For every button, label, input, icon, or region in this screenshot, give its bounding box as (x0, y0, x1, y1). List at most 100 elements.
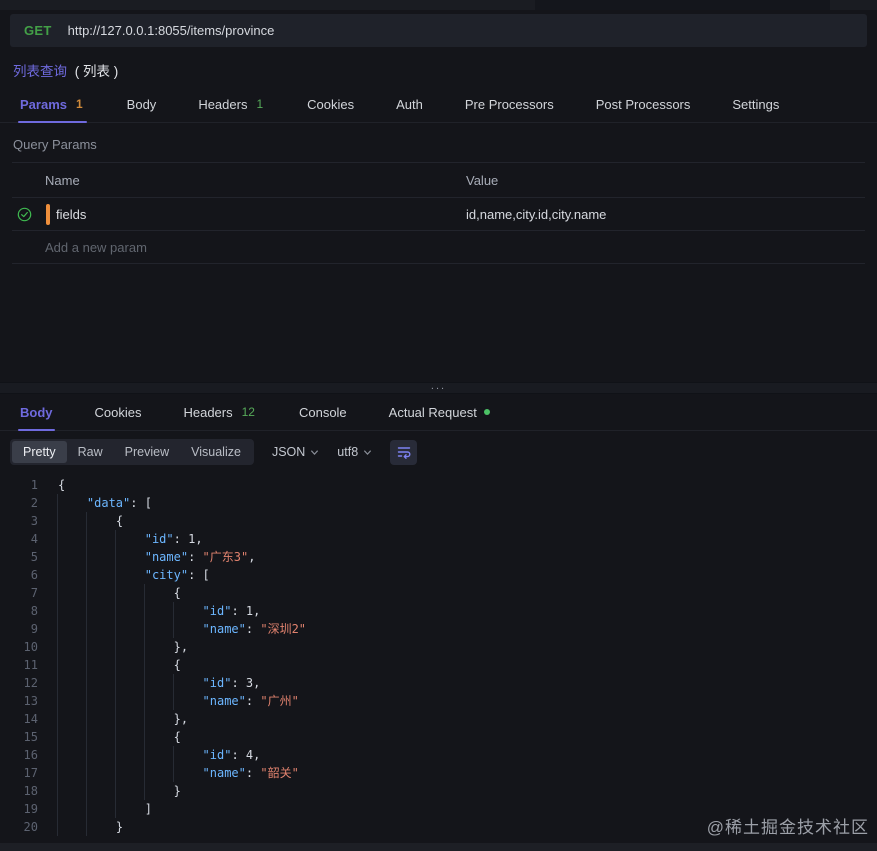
line-number: 12 (23, 676, 38, 690)
tab-label: Headers (198, 96, 248, 112)
line-number: 13 (23, 694, 38, 708)
line-number: 9 (30, 622, 38, 636)
response-tab-headers[interactable]: Headers 12 (181, 394, 259, 430)
code-text: { (38, 656, 181, 674)
tab-count-badge: 12 (241, 405, 255, 419)
method-select[interactable]: GET (24, 23, 52, 38)
code-text: { (38, 584, 181, 602)
request-title-row: 列表查询 ( 列表 ) (0, 47, 877, 86)
code-text: }, (38, 710, 188, 728)
tab-count-badge: 1 (75, 97, 83, 111)
tab-auth[interactable]: Auth (394, 86, 425, 122)
code-line: 2 "data": [ (0, 494, 877, 512)
query-params-header: Name Value (12, 163, 865, 198)
line-number: 19 (23, 802, 38, 816)
line-number: 15 (23, 730, 38, 744)
code-text: "name": "深圳2" (38, 620, 306, 638)
code-text: "id": 1, (38, 602, 260, 620)
tab-label: Post Processors (595, 96, 691, 112)
tab-label: Headers (183, 404, 233, 420)
tab-label: Auth (396, 96, 423, 112)
query-params-table: Name Value fields id,name,city.id,city.na… (12, 162, 865, 264)
code-text: "city": [ (38, 566, 210, 584)
response-tab-cookies[interactable]: Cookies (93, 394, 144, 430)
code-line: 1{ (0, 476, 877, 494)
drag-handle-marker[interactable] (46, 203, 50, 225)
view-mode-visualize[interactable]: Visualize (191, 445, 241, 459)
param-enabled-check-icon[interactable] (17, 207, 32, 222)
code-text: "name": "广东3", (38, 548, 255, 566)
code-line: 17 "name": "韶关" (0, 764, 877, 782)
line-number: 11 (23, 658, 38, 672)
request-title-note: ( 列表 ) (74, 64, 119, 79)
request-tabs: Params 1 Body Headers 1 Cookies Auth Pre Proces… (0, 86, 877, 123)
code-line: 10 }, (0, 638, 877, 656)
code-line: 12 "id": 3, (0, 674, 877, 692)
encoding-dropdown-label: utf8 (337, 445, 359, 459)
panel-resize-handle[interactable]: ... (0, 381, 877, 394)
code-line: 16 "id": 4, (0, 746, 877, 764)
code-text: "id": 1, (38, 530, 203, 548)
tab-label: Actual Request (388, 404, 477, 420)
tab-label: Body (20, 404, 53, 420)
tab-post-processors[interactable]: Post Processors (594, 86, 693, 122)
code-line: 9 "name": "深圳2" (0, 620, 877, 638)
code-text: ] (38, 800, 152, 818)
encoding-dropdown[interactable]: utf8 (337, 445, 372, 459)
param-value-input[interactable]: id,name,city.id,city.name (466, 206, 607, 222)
code-text: } (38, 782, 181, 800)
view-mode-raw[interactable]: Raw (77, 445, 103, 459)
tab-params[interactable]: Params 1 (18, 86, 87, 123)
code-line: 19 ] (0, 800, 877, 818)
code-text: { (58, 478, 66, 492)
code-line: 13 "name": "广州" (0, 692, 877, 710)
line-number: 4 (30, 532, 38, 546)
request-title-link[interactable]: 列表查询 (13, 64, 67, 79)
line-number: 18 (23, 784, 38, 798)
format-dropdown-label: JSON (271, 445, 306, 459)
line-number: 10 (23, 640, 38, 654)
response-tab-actual-request[interactable]: Actual Request (387, 394, 492, 430)
tab-label: Cookies (307, 96, 355, 112)
response-body-viewer: 1{2 "data": [3 {4 "id": 1, 5 "name": "广东3… (0, 473, 877, 843)
tab-strip-segment (830, 0, 877, 10)
tab-pre-processors[interactable]: Pre Processors (463, 86, 556, 122)
code-line: 8 "id": 1, (0, 602, 877, 620)
response-tab-body[interactable]: Body (18, 394, 55, 431)
bottom-scroll-strip[interactable] (0, 843, 877, 851)
tab-headers[interactable]: Headers 1 (196, 86, 267, 122)
tab-label: Cookies (94, 404, 142, 420)
code-text: "data": [ (38, 494, 152, 512)
code-line: 6 "city": [ (0, 566, 877, 584)
line-number: 5 (30, 550, 38, 564)
tab-cookies[interactable]: Cookies (305, 86, 356, 122)
code-line: 11 { (0, 656, 877, 674)
view-mode-pretty[interactable]: Pretty (12, 441, 67, 463)
add-param-input[interactable]: Add a new param (12, 231, 865, 264)
line-number: 2 (30, 496, 38, 510)
code-line: 15 { (0, 728, 877, 746)
code-text: "name": "韶关" (38, 764, 299, 782)
column-header-value: Value (466, 172, 499, 188)
tab-settings[interactable]: Settings (730, 86, 781, 122)
format-dropdown[interactable]: JSON (272, 445, 319, 459)
tab-count-badge: 1 (256, 97, 264, 111)
tab-label: Console (298, 404, 347, 420)
code-line: 7 { (0, 584, 877, 602)
param-name-cell: fields (12, 203, 466, 225)
tab-body[interactable]: Body (125, 86, 159, 122)
param-name-input[interactable]: fields (56, 206, 87, 222)
code-text: { (38, 512, 123, 530)
tab-strip-segment (0, 0, 535, 10)
request-url-bar[interactable]: GET http://127.0.0.1:8055/items/province (10, 14, 867, 47)
code-line: 4 "id": 1, (0, 530, 877, 548)
empty-space (0, 264, 877, 382)
status-dot-icon (483, 409, 490, 415)
view-mode-preview[interactable]: Preview (124, 445, 170, 459)
code-text: "name": "广州" (38, 692, 299, 710)
url-input[interactable]: http://127.0.0.1:8055/items/province (67, 23, 275, 38)
query-params-label: Query Params (13, 137, 97, 152)
response-tab-console[interactable]: Console (297, 394, 349, 430)
word-wrap-button[interactable] (390, 439, 418, 465)
